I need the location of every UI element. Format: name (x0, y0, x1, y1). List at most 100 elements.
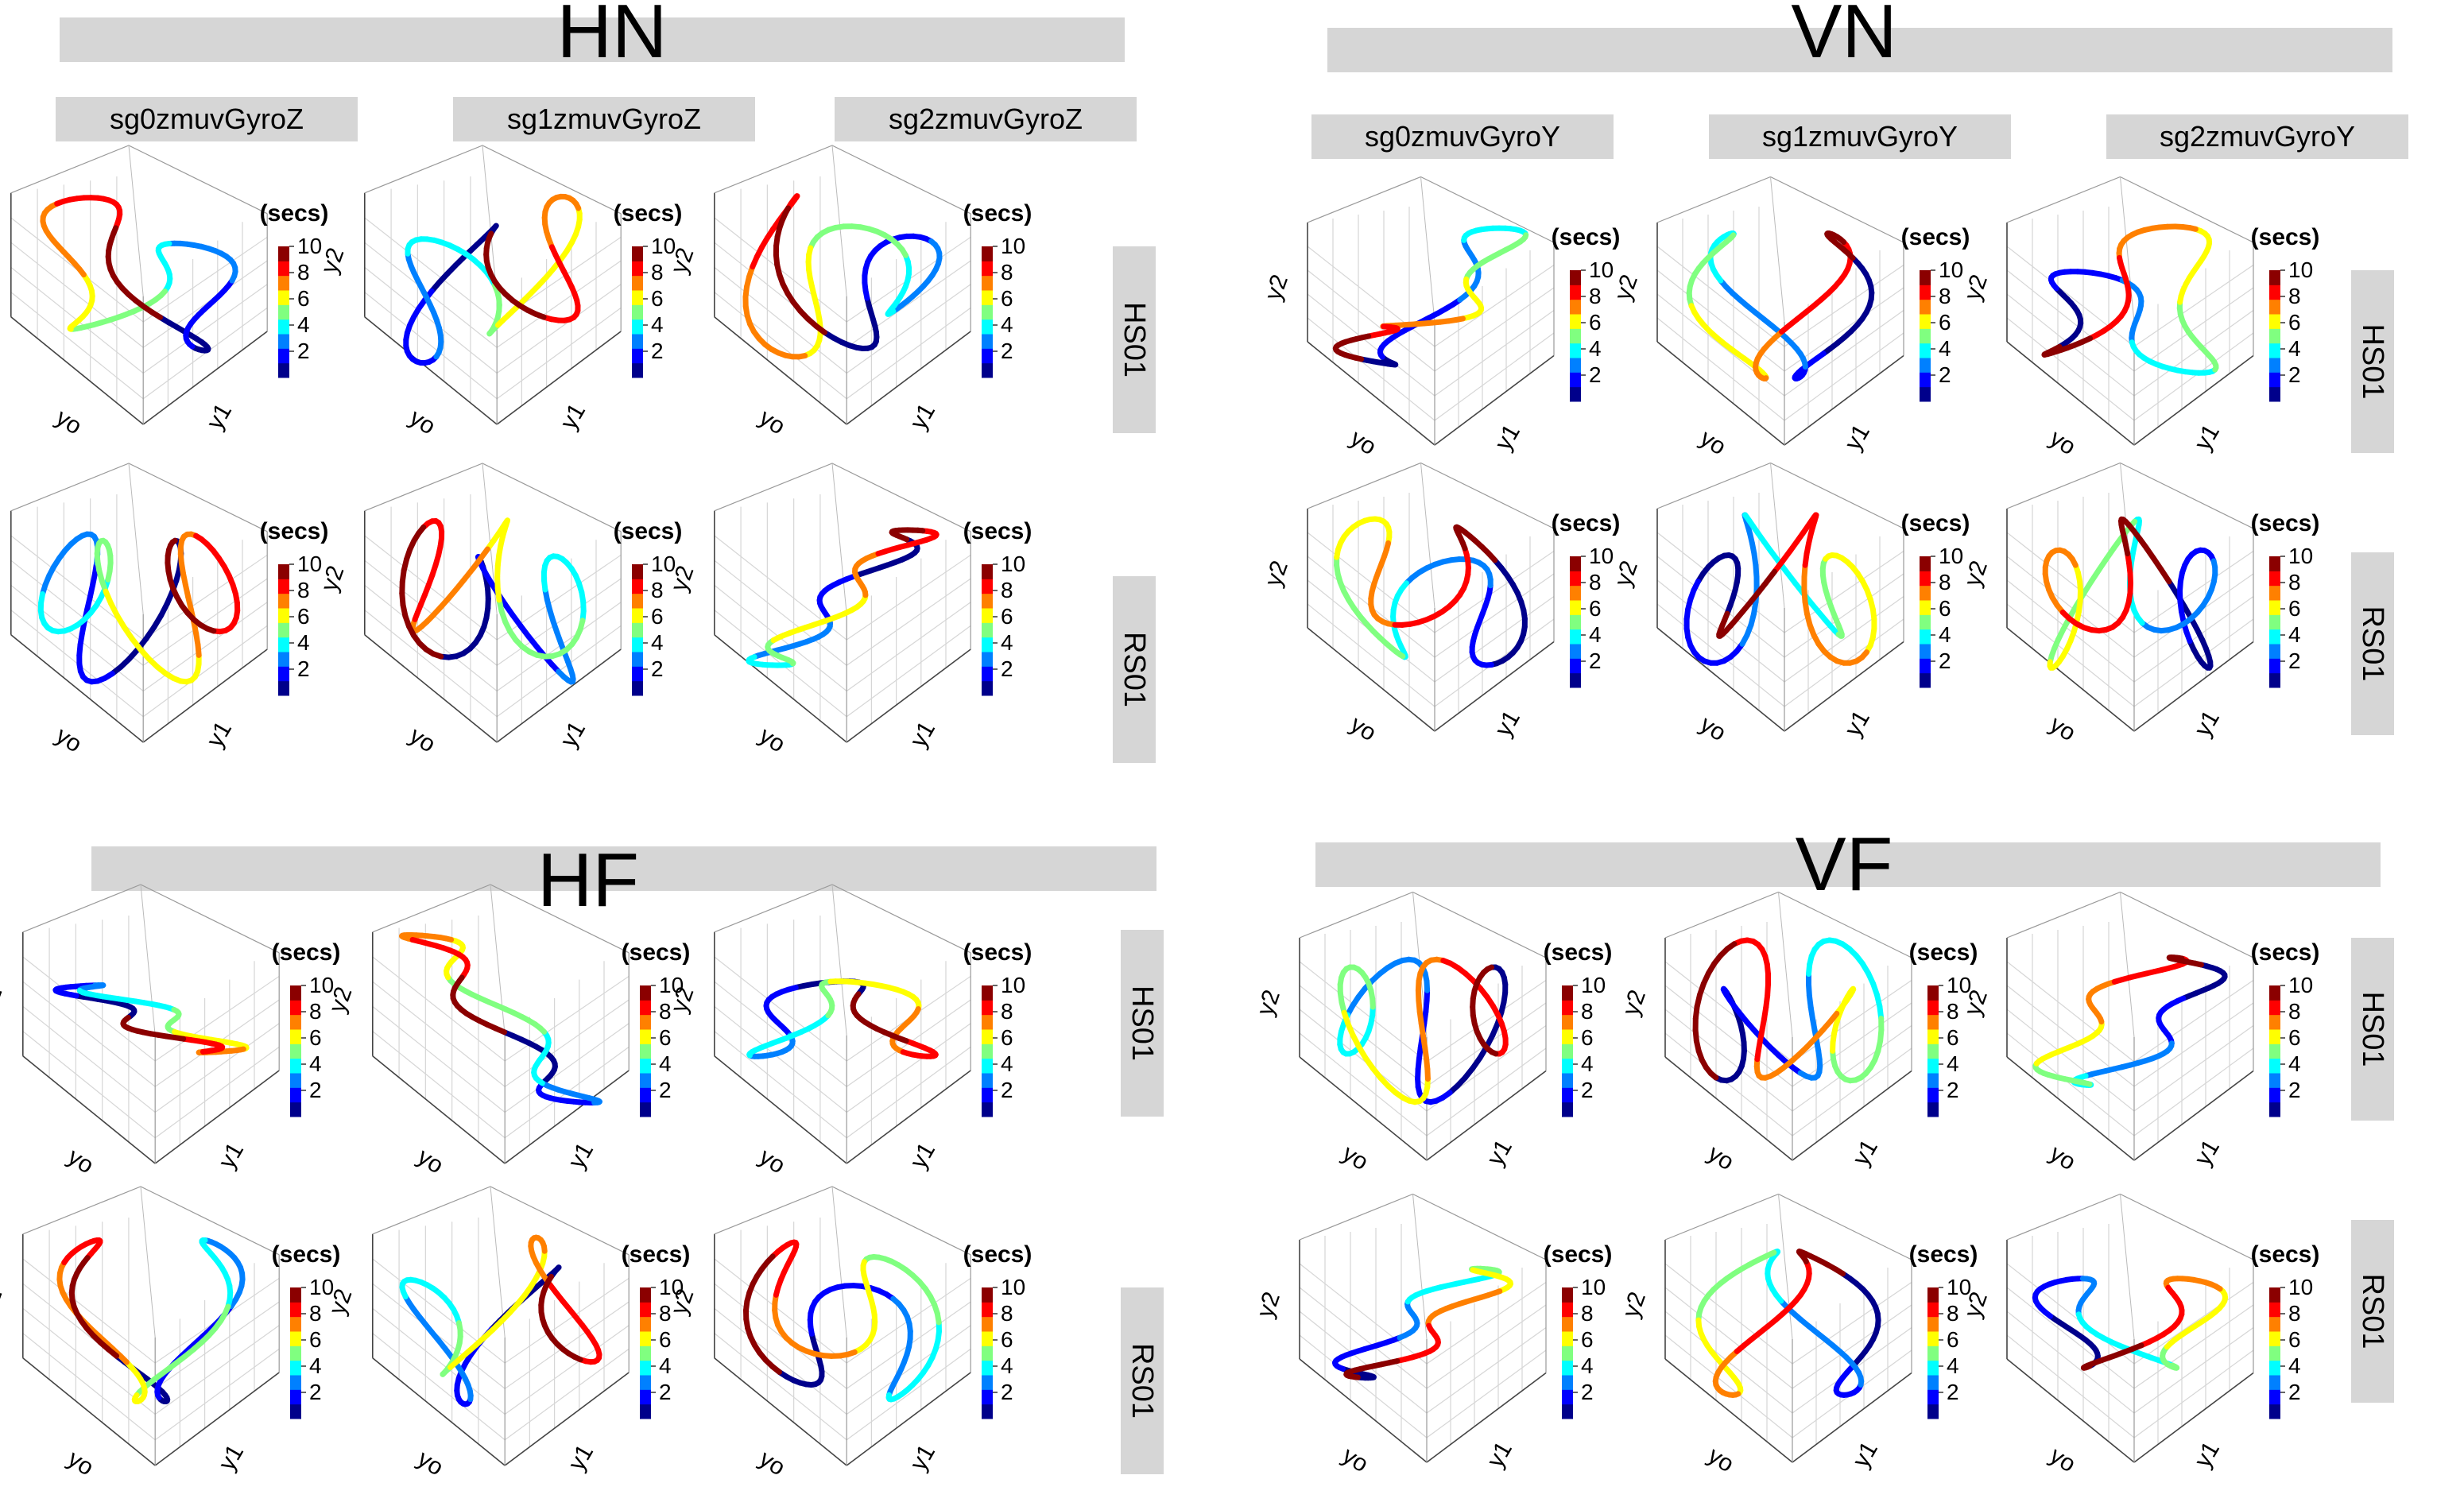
panel-VN-cell-1-1-colorbar-swatch (1920, 585, 1931, 601)
panel-VN-cell-1-2-colorbar-tick-label: 8 (2288, 570, 2301, 594)
panel-VF-cell-0-1-axis-edge (1778, 892, 1793, 1038)
panel-HN-cell-0-1-colorbar-tick-label: 4 (651, 312, 664, 337)
panel-VN-cell-0-2-colorbar-swatch (2269, 285, 2280, 300)
panel-HF-cell-1-0-colorbar-swatch (290, 1360, 301, 1376)
panel-HN-cell-0-0-colorbar-tick-label: 8 (297, 260, 310, 285)
panel-HN-cell-1-2-colorbar-swatch (982, 637, 993, 652)
panel-HF-cell-1-2-axis-edge (714, 1186, 971, 1256)
panel-VN-cell-1-2-grid-line (2133, 551, 2254, 633)
panel-VN-cell-1-0-colorbar-tick-label: 6 (1589, 596, 1602, 621)
panel-VF-cell-0-1-colorbar-swatch (1927, 1073, 1939, 1088)
panel-HF-cell-1-1-grid-line (372, 1258, 506, 1364)
panel-HF-cell-0-2-colorbar-swatch (982, 1058, 993, 1074)
panel-VN-cell-1-2-colorbar-swatch (2269, 585, 2280, 601)
panel-VN-cell-1-2-colorbar-tick-label: 4 (2288, 622, 2301, 647)
panel-VF-cell-0-2-xlabel: yo (2045, 1140, 2080, 1176)
panel-VN-cell-0-1-colorbar-swatch (1920, 358, 1931, 373)
panel-HF-cell-1-0-ylabel: y1 (214, 1440, 249, 1475)
panel-HN-cell-0-1-axis-edge (482, 145, 498, 296)
panel-VF-cell-1-2-xlabel: yo (2045, 1442, 2080, 1478)
panel-VF-cell-0-2-grid-line (2006, 1032, 2135, 1136)
panel-HF-cell-1-1-colorbar-swatch (640, 1302, 651, 1318)
panel-VF-cell-1-1-trajectory-segment (1832, 1266, 1846, 1277)
panel-HN-cell-0-1-grid-line (364, 292, 498, 400)
panel-VN-cell-1-2-colorbar-swatch (2269, 614, 2280, 630)
panel-VF-cell-1-0-grid-line (1299, 1263, 1428, 1365)
panel-HF-cell-0-1-xlabel: yo (413, 1144, 447, 1179)
panel-VN-cell-0-0-grid-line (1434, 310, 1555, 397)
panel-VN-cell-1-1-grid-line (1784, 596, 1904, 683)
panel-HN-cell-0-1-colorbar-swatch (632, 334, 643, 349)
panel-HF-cell-1-0-colorbar-tick-label: 4 (309, 1353, 322, 1378)
panel-VF-cell-1-2-colorbar-tick-label: 10 (2288, 1275, 2313, 1299)
panel-HN-cell-0-2-colorbar-tick-label: 6 (1001, 286, 1013, 311)
panel-HN-column-strip (835, 97, 1137, 141)
panel-HF-cell-1-2-colorbar-tick-label: 8 (1001, 1301, 1013, 1326)
panel-HN-cell-1-1-colorbar-swatch (632, 622, 643, 638)
panel-HN-cell-1-1-colorbar-swatch (632, 579, 643, 594)
panel-HN-column-label: sg0zmuvGyroZ (110, 103, 304, 135)
panel-VN-cell-0-2-colorbar-tick-label: 10 (2288, 257, 2313, 282)
panel-VF-cell-0-0-zlabel: y2 (1252, 986, 1285, 1019)
panel-VF-cell-0-0-trajectory-segment (1485, 964, 1495, 972)
panel-VF-row-label: RS01 (2356, 1273, 2389, 1349)
panel-HF-cell-0-2-colorbar-swatch (982, 1102, 993, 1117)
panel-VN-cell-1-2-xlabel: yo (2045, 711, 2080, 747)
panel-VN-column-label: sg0zmuvGyroY (1365, 120, 1560, 153)
panel-VF-cell-1-1-colorbar-swatch (1927, 1345, 1939, 1361)
panel-HN-cell-0-0-colorbar-tick-label: 6 (297, 286, 310, 311)
panel-VF-cell-1-0-colorbar-swatch (1562, 1331, 1573, 1346)
panel-VF-cell-1-2-colorbar-swatch (2269, 1331, 2280, 1346)
panel-VF-cell-1-0-grid-line (1426, 1282, 1547, 1365)
panel-HF-cell-0-1-colorbar-swatch (640, 985, 651, 1001)
panel-VN-cell-1-2-colorbar-swatch (2269, 629, 2280, 645)
panel-VN-cell-1-2-grid-line (2133, 596, 2254, 683)
panel-VN-cell-1-2-trajectory (2042, 516, 2218, 671)
panel-VF-cell-0-2-grid-line (2006, 961, 2135, 1063)
panel-HN-cell-0-0-colorbar-title: (secs) (260, 200, 329, 226)
panel-VN-cell-0-1-colorbar-title: (secs) (1901, 224, 1970, 250)
panel-VF-cell-1-0-trajectory-segment (1351, 1374, 1361, 1380)
panel-HN-cell-1-1-xlabel: yo (405, 722, 440, 758)
panel-VN-cell-1-1-axis-edge (1784, 641, 1904, 732)
panel-VN-cell-1-2-colorbar-tick-label: 6 (2288, 596, 2301, 621)
panel-VN-cell-1-1-colorbar-swatch (1920, 556, 1931, 571)
panel-VF-cell-0-2-axis-edge (2006, 1056, 2135, 1161)
panel-HN-cell-0-1-axis-edge (364, 145, 622, 215)
panel-HF-cell-1-0-grid-line (154, 1325, 280, 1415)
panel-VF-cell-0-2-colorbar-swatch (2269, 1014, 2280, 1030)
panel-VN-cell-0-0-zlabel: y2 (1260, 271, 1293, 304)
panel-VN-cell-0-2-colorbar-swatch (2269, 314, 2280, 329)
panel-HN-title: HN (557, 0, 668, 74)
panel-VF-cell-0-2-grid-line (2133, 1025, 2254, 1112)
panel-VN-cell-1-0-axis-edge (1420, 463, 1435, 609)
panel-HF-cell-1-1-axis-edge (490, 1186, 506, 1338)
panel-HF-cell-1-0-colorbar-swatch (290, 1375, 301, 1390)
panel-VN-cell-0-1-colorbar-swatch (1920, 314, 1931, 329)
panel-VN-cell-0-1-colorbar-swatch (1920, 285, 1931, 300)
panel-HN-cell-1-1-grid-line (496, 602, 622, 692)
panel-VF-cell-0-2-colorbar-swatch (2269, 1000, 2280, 1016)
panel-HN-cell-1-2-colorbar-swatch (982, 564, 993, 579)
panel-HF-cell-0-0-colorbar-tick-label: 6 (309, 1025, 322, 1050)
panel-VN-cell-1-2-axis-edge (2133, 641, 2254, 732)
panel-HF-cell-0-0-grid-line (22, 981, 156, 1087)
panel-VF-cell-0-0-grid-line (1299, 961, 1428, 1063)
panel-VF-cell-0-2-colorbar-swatch (2269, 1043, 2280, 1059)
panel-HN-cell-0-2-axis-edge (831, 145, 847, 296)
panel-VF-cell-1-0-grid-line (1426, 1327, 1547, 1414)
panel-HN-cell-1-0-ylabel: y1 (202, 717, 237, 752)
panel-HF-cell-1-0-colorbar-tick-label: 8 (309, 1301, 322, 1326)
panel-VF-cell-1-1-colorbar-swatch (1927, 1404, 1939, 1419)
panel-VN-cell-1-1-colorbar-swatch (1920, 629, 1931, 645)
panel-HF-cell-1-0-colorbar-tick-label: 10 (309, 1275, 334, 1299)
panel-HN-cell-1-0-grid-line (10, 584, 144, 691)
panel-VN-cell-1-1-axis-edge (1656, 462, 1904, 529)
panel-HN-cell-0-0-colorbar-swatch (278, 348, 289, 364)
panel-VF-cell-0-2-axis-edge (2133, 1070, 2254, 1161)
panel-HN-cell-1-2-colorbar-tick-label: 8 (1001, 578, 1013, 602)
panel-HN-cell-0-2-colorbar-swatch (982, 246, 993, 261)
